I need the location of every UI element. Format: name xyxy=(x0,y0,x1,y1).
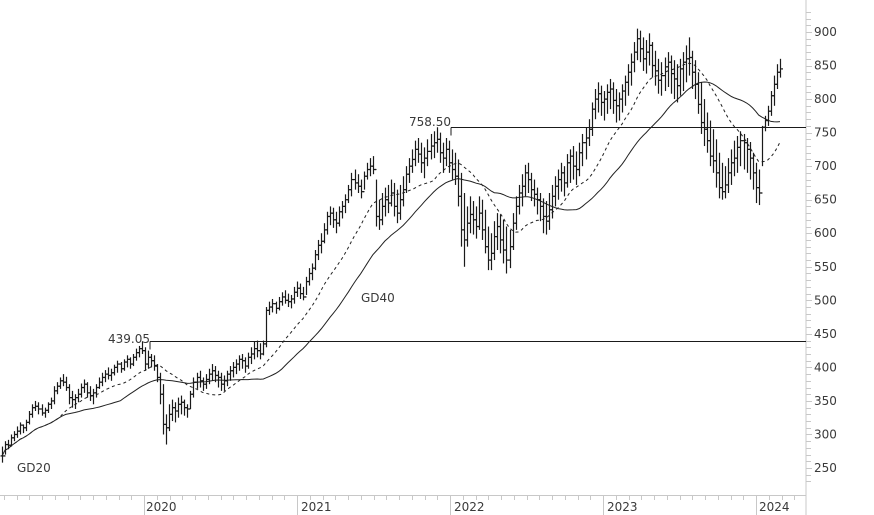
x-tick-label: 2023 xyxy=(607,500,638,514)
price-bars xyxy=(0,28,783,463)
level-label-high: 758.50 xyxy=(409,115,451,129)
x-axis: 2020 2021 2022 2023 2024 xyxy=(0,495,806,515)
y-tick-label: 300 xyxy=(814,427,837,441)
y-tick-label: 700 xyxy=(814,159,837,173)
y-tick-label: 850 xyxy=(814,59,837,73)
y-tick-label: 400 xyxy=(814,360,837,374)
level-label-low: 439.05 xyxy=(108,332,150,346)
y-tick-label: 650 xyxy=(814,193,837,207)
annotations: 439.05 758.50 GD20 GD40 xyxy=(17,115,451,475)
gd40-line xyxy=(1,81,781,457)
x-tick-label: 2024 xyxy=(759,500,790,514)
y-tick-label: 600 xyxy=(814,226,837,240)
x-tick-label: 2022 xyxy=(454,500,485,514)
ma-label-gd20: GD20 xyxy=(17,461,51,475)
y-tick-label: 350 xyxy=(814,394,837,408)
ma-label-gd40: GD40 xyxy=(361,291,395,305)
y-axis: 250 300 350 400 450 500 550 600 650 700 750 800 850 9… xyxy=(805,0,837,515)
y-tick-label: 800 xyxy=(814,92,837,106)
x-tick-label: 2020 xyxy=(146,500,177,514)
resistance-lines xyxy=(149,127,806,350)
y-tick-label: 450 xyxy=(814,327,837,341)
gd20-line xyxy=(1,62,781,457)
y-tick-label: 500 xyxy=(814,293,837,307)
y-tick-label: 550 xyxy=(814,260,837,274)
x-tick-label: 2021 xyxy=(301,500,332,514)
y-tick-label: 250 xyxy=(814,461,837,475)
y-tick-label: 900 xyxy=(814,25,837,39)
y-tick-label: 750 xyxy=(814,126,837,140)
moving-average-lines xyxy=(1,62,781,457)
